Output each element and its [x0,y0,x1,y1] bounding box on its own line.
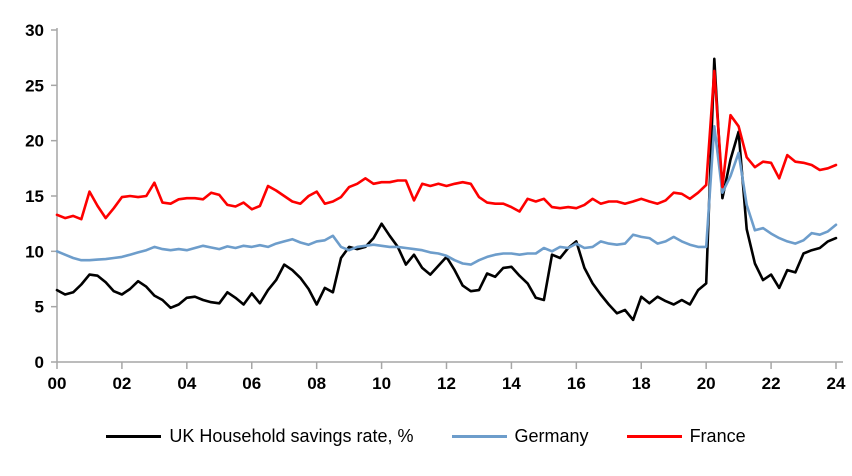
x-tick-label: 10 [372,374,391,393]
x-tick-label: 18 [632,374,651,393]
x-tick-label: 02 [112,374,131,393]
y-tick-label: 0 [35,353,44,372]
x-tick-label: 04 [177,374,196,393]
x-tick-label: 16 [567,374,586,393]
y-tick-label: 10 [25,242,44,261]
series-line-germany [55,125,838,266]
legend-line-france-icon [626,434,682,438]
legend-item-germany: Germany [451,424,589,448]
y-tick-label: 15 [25,187,44,206]
legend-label-uk: UK Household savings rate, % [169,426,414,446]
legend-item-uk: UK Household savings rate, % [106,424,414,448]
series-line-uk [55,57,838,322]
x-tick-label: 12 [437,374,456,393]
legend-item-france: France [626,424,746,448]
legend-line-uk-icon [106,434,162,438]
x-tick-label: 06 [242,374,261,393]
y-tick-label: 25 [25,76,44,95]
y-tick-label: 5 [35,298,44,317]
series-line-france [55,69,838,221]
x-tick-label: 00 [48,374,67,393]
x-tick-label: 08 [307,374,326,393]
legend-label-france: France [689,426,746,446]
chart-legend: UK Household savings rate, % Germany Fra… [0,424,852,448]
x-tick-label: 22 [762,374,781,393]
y-tick-label: 30 [25,21,44,40]
x-tick-label: 24 [827,374,846,393]
chart-plot-area: 0 5 10 15 20 25 30 00 02 04 06 08 10 12 14 16 18 20 22 24 [25,21,846,393]
x-tick-label: 14 [502,374,521,393]
x-tick-label: 20 [697,374,716,393]
legend-label-germany: Germany [514,426,589,446]
y-tick-label: 20 [25,132,44,151]
legend-line-germany-icon [451,434,507,438]
